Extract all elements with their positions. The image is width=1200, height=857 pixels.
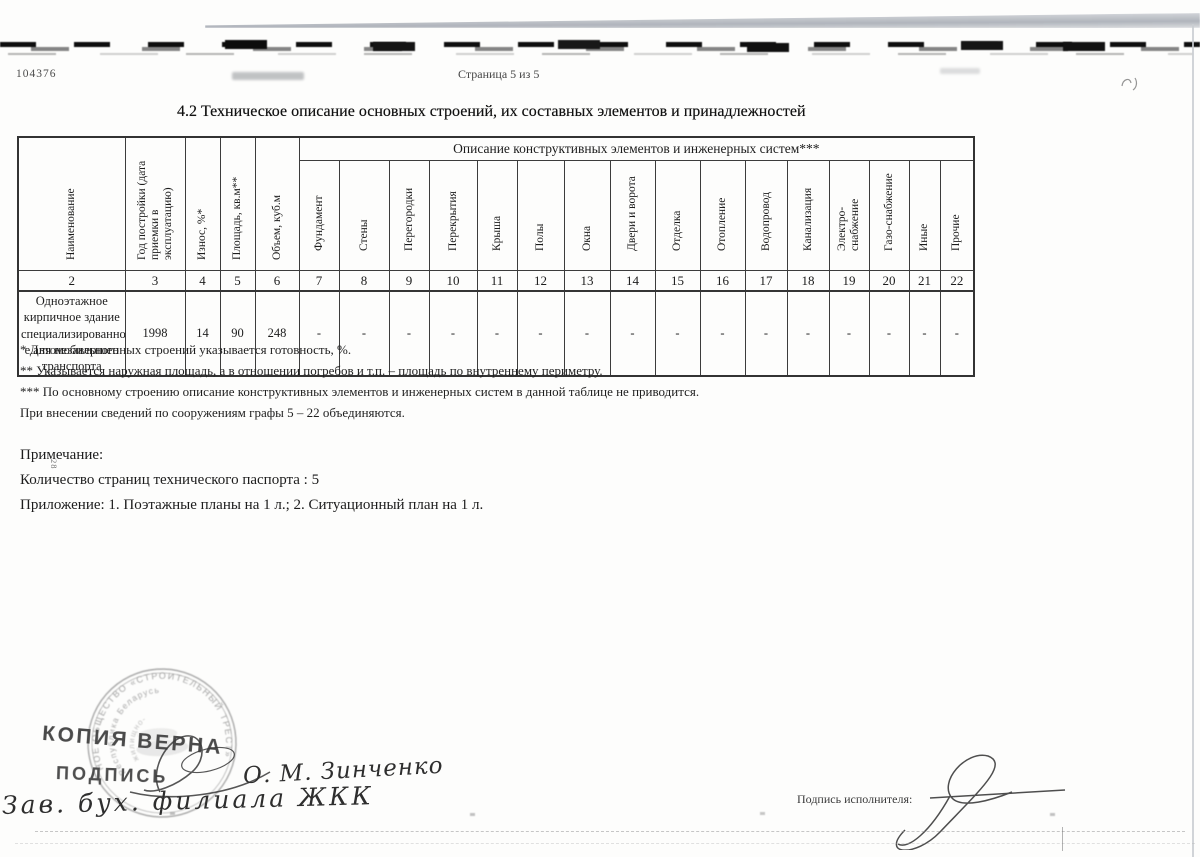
col-header-windows: Окна [563,160,611,271]
cell-dash: - [338,290,390,377]
col-num: 22 [939,270,975,292]
cell-dash: - [868,290,910,377]
col-num: 14 [609,270,656,292]
scan-tick-mark [1062,827,1063,851]
col-num: 17 [744,270,788,292]
cell-area: 90 [219,290,256,377]
column-numbers-row: 2 3 4 5 6 7 8 9 10 11 12 13 14 15 16 17 … [17,270,975,292]
header-row-top: Наименование Год постройки (дата приемки… [17,136,975,271]
col-num: 12 [516,270,565,292]
col-num: 7 [298,270,340,292]
col-header-other2: Прочие [939,160,975,271]
section-title: 4.2 Техническое описание основных строен… [177,103,806,120]
cell-building-name: Одноэтажное кирпичное здание специализир… [17,290,126,377]
cell-dash: - [654,290,701,377]
col-header-electric: Электро-снабжение [828,160,870,271]
col-header-volume: Объем, куб.м [254,136,300,271]
footnote-2: ** Указывается наружная площадь, а в отн… [20,363,603,378]
faint-smudge-right [940,68,980,74]
col-num: 15 [654,270,701,292]
col-num: 3 [124,270,186,292]
col-header-sewer: Канализация [786,160,830,271]
round-seal-stamp: НОЕ ОБЩЕСТВО «СТРОИТЕЛЬНЫЙ ТРЕСТ» Респуб… [85,666,237,818]
group-header: Описание конструктивных элементов и инже… [298,136,975,161]
footnote-4: При внесении сведений по сооружениям гра… [20,405,405,420]
col-header-floors: Полы [516,160,565,271]
col-header-gas: Газо-снабжение [868,160,910,271]
col-num: 6 [254,270,300,292]
cell-dash: - [388,290,430,377]
notes-heading: Примечание: [20,447,104,463]
margin-number: 28 [49,459,59,470]
col-header-other1: Иные [908,160,941,271]
page-edge-shadow [1192,24,1194,857]
scan-dash-line-2 [15,843,1195,844]
technical-description-table: Наименование Год постройки (дата приемки… [17,136,976,378]
cell-dash: - [699,290,746,377]
scan-fold-shadow [205,13,1200,34]
fax-noise-line-2 [8,53,1193,57]
scan-dash-line [35,831,1185,832]
cell-dash: - [609,290,656,377]
notes-pages-count: Количество страниц технического паспорта… [20,472,320,488]
col-num: 11 [476,270,518,292]
col-num: 5 [219,270,256,292]
faint-text-smudge [232,72,304,80]
col-header-doors: Двери и ворота [609,160,656,271]
executor-signature-label: Подпись исполнителя: [797,792,913,806]
notes-attachments: Приложение: 1. Поэтажные планы на 1 л.; … [20,497,484,513]
col-header-finishing: Отделка [654,160,701,271]
pen-mark [1121,77,1138,91]
col-header-wear: Износ, %* [184,136,221,271]
col-num: 9 [388,270,430,292]
col-num: 20 [868,270,910,292]
cell-dash: - [476,290,518,377]
footnote-1: * Для незавершенных строений указывается… [20,342,352,357]
signature-flourish-left [129,735,271,798]
scan-specks [170,812,175,815]
cell-dash: - [298,290,340,377]
footnote-3: *** По основному строению описание конст… [20,384,700,399]
col-num: 4 [184,270,221,292]
cell-dash: - [828,290,870,377]
col-header-partitions: Перегородки [388,160,430,271]
col-num: 8 [338,270,390,292]
col-header-water: Водопровод [744,160,788,271]
document-number: 104376 [16,68,57,80]
col-header-roof: Крыша [476,160,518,271]
col-num: 2 [17,270,126,292]
cell-dash: - [908,290,941,377]
col-header-floors-structural: Перекрытия [428,160,478,271]
header-row-rotated: Фундамент Стены Перегородки Перекрытия К… [18,160,975,271]
col-header-foundation: Фундамент [298,160,340,271]
col-header-walls: Стены [338,160,390,271]
cell-dash: - [563,290,611,377]
cell-dash: - [744,290,788,377]
cell-dash: - [428,290,478,377]
col-header-name: Наименование [17,136,126,271]
col-num: 18 [786,270,830,292]
col-num: 19 [828,270,870,292]
col-num: 16 [699,270,746,292]
fax-noise-line [0,41,1200,51]
col-header-heating: Отопление [699,160,746,271]
col-num: 21 [908,270,941,292]
col-num: 10 [428,270,478,292]
col-header-year: Год постройки (дата приемки в эксплуатац… [124,136,186,271]
cell-dash: - [939,290,975,377]
cell-dash: - [786,290,830,377]
page-indicator: Страница 5 из 5 [458,67,540,81]
building-data-row: Одноэтажное кирпичное здание специализир… [17,290,975,377]
fax-noise-blobs [225,40,267,49]
col-header-area: Площадь, кв.м** [219,136,256,271]
signature-executor [895,754,1066,850]
col-num: 13 [563,270,611,292]
